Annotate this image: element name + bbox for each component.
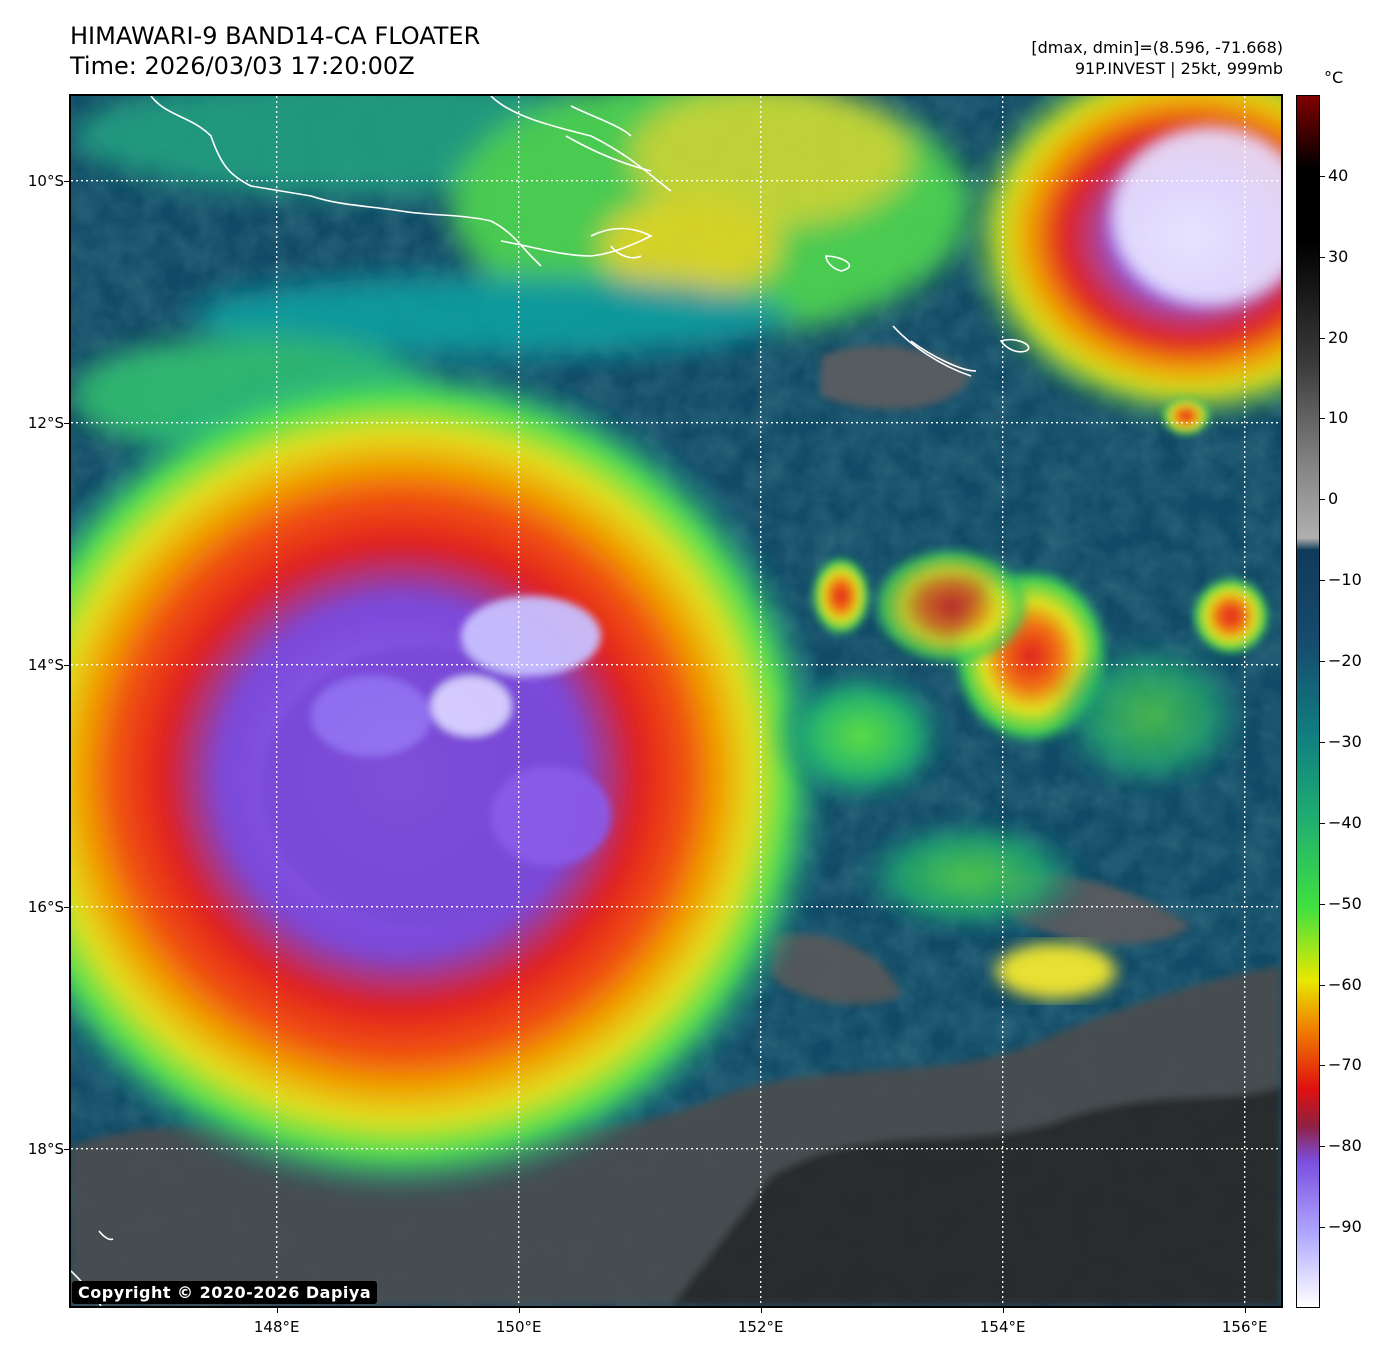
colorbar-tick [1320,256,1325,258]
colorbar-tick-label: −60 [1328,974,1362,994]
lat-tick [64,906,70,908]
coastlines [71,96,1030,1306]
lon-label: 156°E [1221,1318,1268,1336]
colorbar-tick-label: 30 [1328,246,1349,266]
map-gridlines [71,96,1281,1306]
ir-imagery [71,96,1281,1306]
colorbar-tick [1320,903,1325,905]
lat-label: 12°S [27,413,64,432]
lat-label: 10°S [27,171,64,190]
lon-tick [760,1307,762,1313]
lat-tick [64,1148,70,1150]
copyright-notice: Copyright © 2020-2026 Dapiya [72,1281,378,1304]
colorbar-tick-label: −20 [1328,651,1362,671]
colorbar-tick [1320,175,1325,177]
colorbar-tick [1320,418,1325,420]
colorbar-tick [1320,499,1325,501]
colorbar-tick-label: −30 [1328,731,1362,751]
lon-tick [1002,1307,1004,1313]
colorbar-tick-label: −50 [1328,893,1362,913]
lon-tick [276,1307,278,1313]
colorbar-tick [1320,337,1325,339]
colorbar-tick [1320,661,1325,663]
colorbar-tick-label: −10 [1328,570,1362,590]
lat-tick [64,422,70,424]
lon-label: 152°E [737,1318,784,1336]
colorbar-tick-label: 0 [1328,489,1339,509]
colorbar-tick [1320,984,1325,986]
chart-time: Time: 2026/03/03 17:20:00Z [70,52,415,80]
lat-label: 18°S [27,1139,64,1158]
lat-label: 14°S [27,655,64,674]
colorbar-tick-label: −80 [1328,1136,1362,1156]
colorbar-tick [1320,1065,1325,1067]
colorbar-tick-label: 10 [1328,408,1349,428]
colorbar-tick-label: −40 [1328,812,1362,832]
colorbar-tick [1320,741,1325,743]
colorbar-tick [1320,1227,1325,1229]
chart-title: HIMAWARI-9 BAND14-CA FLOATER [70,22,481,50]
colorbar-tick [1320,1146,1325,1148]
lon-tick [1244,1307,1246,1313]
data-range: [dmax, dmin]=(8.596, -71.668) [1031,38,1283,57]
lon-tick [518,1307,520,1313]
lon-label: 148°E [253,1318,300,1336]
colorbar-tick-label: 20 [1328,327,1349,347]
lon-label: 150°E [495,1318,542,1336]
satellite-map [69,94,1283,1308]
colorbar-tick-label: −90 [1328,1217,1362,1237]
colorbar-unit: °C [1324,68,1344,87]
lat-tick [64,180,70,182]
lon-label: 154°E [979,1318,1026,1336]
storm-info: 91P.INVEST | 25kt, 999mb [1074,59,1283,78]
colorbar-tick-label: 40 [1328,165,1349,185]
lat-tick [64,664,70,666]
temperature-colorbar [1296,95,1320,1308]
colorbar-tick-label: −70 [1328,1055,1362,1075]
lat-label: 16°S [27,897,64,916]
colorbar-tick [1320,580,1325,582]
colorbar-tick [1320,822,1325,824]
